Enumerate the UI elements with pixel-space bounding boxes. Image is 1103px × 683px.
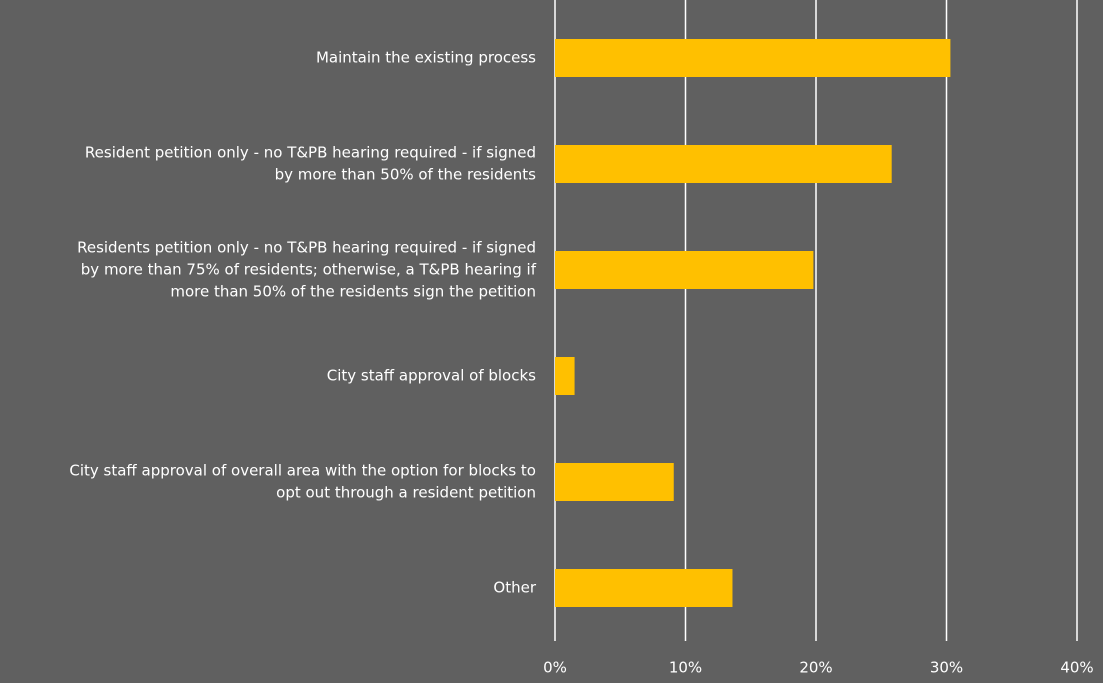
y-tick-label: by more than 75% of residents; otherwise…	[81, 261, 537, 279]
y-tick-label: City staff approval of overall area with…	[69, 462, 536, 480]
x-tick-label: 10%	[669, 659, 702, 677]
bar	[555, 251, 814, 289]
x-tick-label: 0%	[543, 659, 567, 677]
y-tick-label: City staff approval of blocks	[327, 367, 536, 385]
bar	[555, 463, 674, 501]
x-tick-label: 40%	[1060, 659, 1093, 677]
y-tick-label: by more than 50% of the residents	[275, 166, 537, 184]
y-tick-label: Other	[493, 579, 536, 597]
x-tick-label: 30%	[930, 659, 963, 677]
y-tick-label: opt out through a resident petition	[276, 484, 536, 502]
y-tick-label: Maintain the existing process	[316, 49, 536, 67]
y-tick-label: Residents petition only - no T&PB hearin…	[77, 239, 536, 257]
bar	[555, 145, 892, 183]
x-tick-label: 20%	[799, 659, 832, 677]
bar	[555, 357, 575, 395]
bar	[555, 39, 951, 77]
bar	[555, 569, 733, 607]
y-tick-label: Resident petition only - no T&PB hearing…	[85, 144, 536, 162]
y-tick-label: more than 50% of the residents sign the …	[170, 283, 536, 301]
